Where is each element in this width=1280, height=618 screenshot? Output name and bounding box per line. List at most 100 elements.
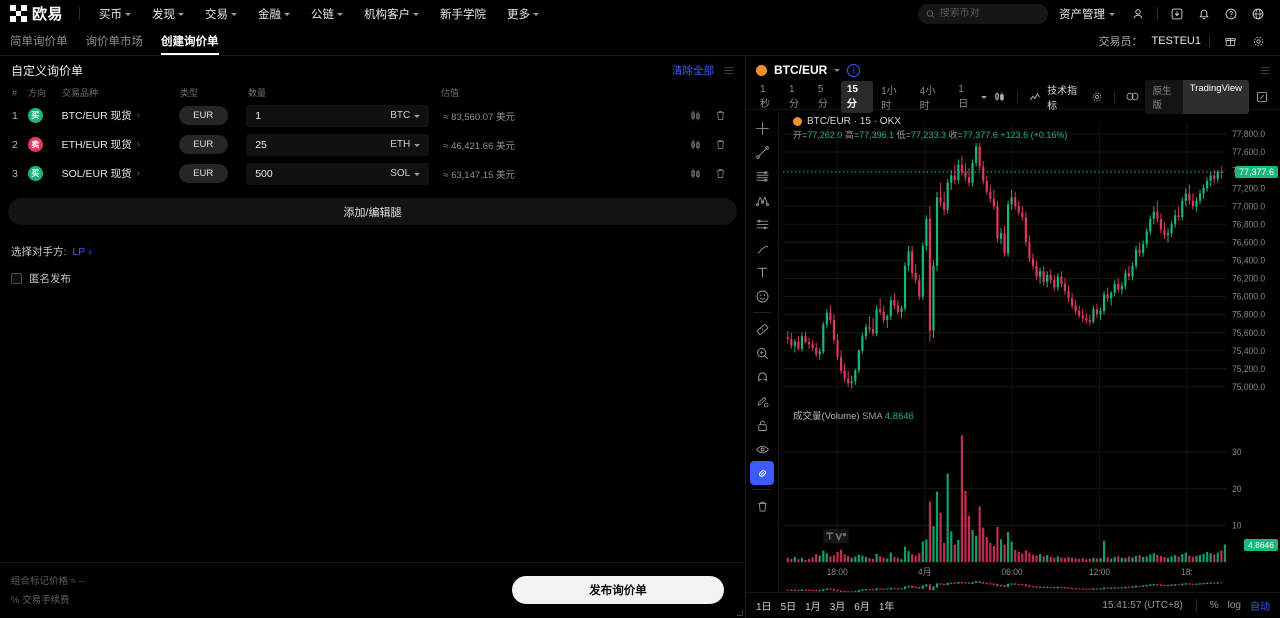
direction-cell[interactable]: 买 xyxy=(27,108,62,123)
tab-simple-rfq[interactable]: 简单询价单 xyxy=(10,27,68,55)
help-button[interactable] xyxy=(1219,3,1243,25)
type-pill[interactable]: EUR xyxy=(178,164,228,183)
nav-item-discover[interactable]: 发现 xyxy=(143,2,193,26)
instrument-selector[interactable]: SOL/EUR 现货 › xyxy=(62,166,179,181)
direction-badge-sell[interactable]: 卖 xyxy=(27,137,43,152)
view-tradingview-button[interactable]: TradingView xyxy=(1182,79,1249,114)
nav-item-trade[interactable]: 交易 xyxy=(196,2,246,26)
trend-line-tool-icon[interactable] xyxy=(750,140,774,164)
lock-tool-icon[interactable] xyxy=(750,413,774,437)
tab-rfq-market[interactable]: 询价单市场 xyxy=(86,27,144,55)
nav-item-academy[interactable]: 新手学院 xyxy=(431,2,495,26)
chart-panel-menu[interactable] xyxy=(1261,66,1270,74)
search-box[interactable] xyxy=(918,3,1048,24)
measure-tool-icon[interactable] xyxy=(750,317,774,341)
gift-button[interactable] xyxy=(1218,30,1242,52)
chart-canvas[interactable]: 77,800.077,600.077,400.077,200.077,000.0… xyxy=(779,110,1280,592)
quantity-input[interactable] xyxy=(255,167,391,180)
view-native-button[interactable]: 原生版 xyxy=(1152,85,1172,111)
quantity-field[interactable]: BTC xyxy=(246,104,430,127)
indicator-icon[interactable] xyxy=(1025,89,1045,105)
remove-drawings-icon[interactable] xyxy=(750,494,774,518)
chart-type-icon[interactable] xyxy=(989,88,1010,105)
asset-management-menu[interactable]: 资产管理 xyxy=(1051,2,1123,26)
nav-item-finance[interactable]: 金融 xyxy=(249,2,299,26)
indicators-button[interactable]: 技术指标 xyxy=(1047,85,1078,112)
hide-drawings-icon[interactable] xyxy=(750,437,774,461)
brand-logo[interactable]: 欧易 xyxy=(10,3,63,24)
nav-item-buy-crypto[interactable]: 买币 xyxy=(90,2,140,26)
notifications-button[interactable] xyxy=(1192,3,1216,25)
instrument-selector[interactable]: ETH/EUR 现货 › xyxy=(62,137,179,152)
type-pill[interactable]: EUR xyxy=(178,106,228,125)
range-6m[interactable]: 6月 xyxy=(854,602,870,613)
range-1y[interactable]: 1年 xyxy=(878,602,895,613)
panel-resize-corner[interactable] xyxy=(737,610,743,616)
direction-cell[interactable]: 卖 xyxy=(27,137,62,152)
compare-icon[interactable] xyxy=(1122,89,1143,104)
add-edit-leg-button[interactable]: 添加/编辑腿 xyxy=(8,198,737,225)
search-input[interactable] xyxy=(939,8,1040,19)
publish-rfq-button[interactable]: 发布询价单 xyxy=(512,575,724,604)
timeframe-15m[interactable]: 15分 xyxy=(840,80,874,113)
zoom-tool-icon[interactable] xyxy=(750,341,774,365)
range-1m[interactable]: 1月 xyxy=(805,602,821,613)
counterparty-selector[interactable]: LP › xyxy=(72,246,91,258)
timeframe-1s[interactable]: 1秒 xyxy=(760,83,770,110)
quantity-currency-selector[interactable]: BTC xyxy=(390,110,421,121)
scale-percent-button[interactable]: % xyxy=(1209,600,1219,611)
instrument-selector[interactable]: BTC/EUR 现货 › xyxy=(62,108,179,123)
range-5d[interactable]: 5日 xyxy=(780,602,797,613)
quantity-currency-selector[interactable]: ETH xyxy=(390,139,421,150)
candlestick-chart-icon[interactable] xyxy=(689,109,702,122)
quantity-field[interactable]: ETH xyxy=(246,133,430,156)
account-button[interactable] xyxy=(1126,3,1150,25)
timeframe-5m[interactable]: 5分 xyxy=(817,83,828,110)
scale-auto-button[interactable]: 自动 xyxy=(1250,602,1270,613)
fib-retracement-tool-icon[interactable] xyxy=(750,212,774,236)
direction-badge-buy[interactable]: 买 xyxy=(27,108,43,123)
sync-drawings-icon[interactable] xyxy=(750,461,774,485)
fullscreen-icon[interactable] xyxy=(1252,89,1272,105)
direction-badge-buy[interactable]: 买 xyxy=(27,166,43,181)
delete-row-icon[interactable] xyxy=(714,138,727,151)
timeframe-1m[interactable]: 1分 xyxy=(788,83,799,110)
panel-resize-handle[interactable] xyxy=(724,66,734,74)
chart-settings-icon[interactable] xyxy=(1087,89,1107,105)
tab-create-rfq[interactable]: 创建询价单 xyxy=(161,27,219,55)
pitchfork-tool-icon[interactable] xyxy=(750,188,774,212)
scale-log-button[interactable]: log xyxy=(1227,600,1241,611)
nav-item-more[interactable]: 更多 xyxy=(498,2,548,26)
language-button[interactable] xyxy=(1246,3,1270,25)
settings-button[interactable] xyxy=(1246,30,1270,52)
info-icon[interactable]: i xyxy=(847,63,861,77)
crosshair-tool-icon[interactable] xyxy=(750,116,774,140)
chevron-down-icon[interactable] xyxy=(834,69,841,72)
nav-item-chain[interactable]: 公链 xyxy=(302,2,352,26)
emoji-tool-icon[interactable] xyxy=(750,284,774,308)
delete-row-icon[interactable] xyxy=(714,109,727,122)
candlestick-chart-icon[interactable] xyxy=(689,167,702,180)
timeframe-4h[interactable]: 4小时 xyxy=(919,85,936,112)
quantity-input[interactable] xyxy=(255,138,391,151)
candlestick-chart-icon[interactable] xyxy=(689,138,702,151)
range-1d[interactable]: 1日 xyxy=(756,602,772,613)
timeframe-1h[interactable]: 1小时 xyxy=(881,85,897,112)
clear-all-button[interactable]: 清除全部 xyxy=(672,64,714,77)
quantity-currency-selector[interactable]: SOL xyxy=(390,168,421,179)
magnet-tool-icon[interactable] xyxy=(750,365,774,389)
delete-row-icon[interactable] xyxy=(714,167,727,180)
quantity-input[interactable] xyxy=(255,109,391,122)
brush-tool-icon[interactable] xyxy=(750,236,774,260)
type-pill[interactable]: EUR xyxy=(178,135,228,154)
nav-item-institutional[interactable]: 机构客户 xyxy=(355,2,428,26)
text-tool-icon[interactable] xyxy=(750,260,774,284)
quantity-field[interactable]: SOL xyxy=(246,162,430,185)
anonymous-publish-checkbox[interactable] xyxy=(11,273,22,284)
direction-cell[interactable]: 买 xyxy=(27,166,62,181)
range-3m[interactable]: 3月 xyxy=(829,602,846,613)
drawing-mode-icon[interactable] xyxy=(750,389,774,413)
horizontal-lines-tool-icon[interactable] xyxy=(750,164,774,188)
deposit-button[interactable] xyxy=(1165,3,1189,25)
chevron-down-icon[interactable] xyxy=(981,95,988,99)
